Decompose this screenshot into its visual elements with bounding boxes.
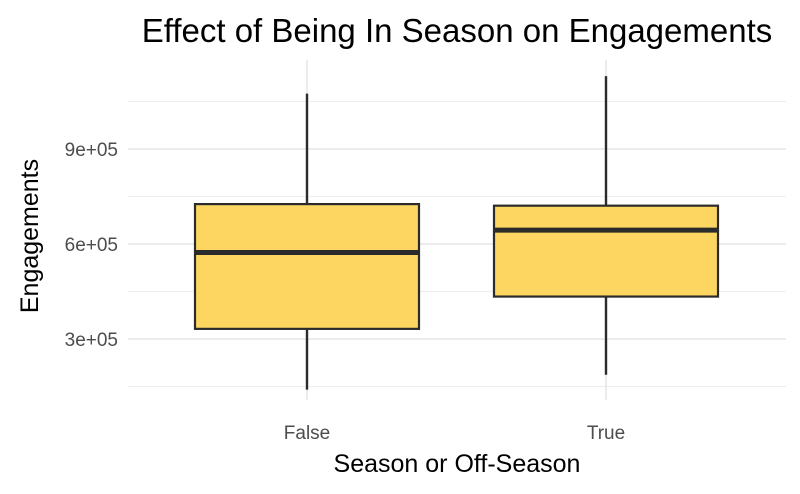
iqr-box [492, 204, 720, 298]
y-tick-label: 3e+05 [65, 330, 118, 351]
x-axis-ticks: False True [284, 423, 625, 444]
chart-title: Effect of Being In Season on Engagements [142, 12, 773, 49]
y-tick-label: 9e+05 [65, 140, 118, 161]
box-false [193, 93, 421, 390]
x-tick-label: False [284, 423, 330, 444]
x-tick-label: True [587, 423, 625, 444]
y-axis-title: Engagements [16, 159, 44, 313]
box-series [193, 76, 720, 390]
y-tick-label: 6e+05 [65, 235, 118, 256]
y-axis-ticks: 3e+05 6e+05 9e+05 [65, 140, 118, 351]
x-axis-title: Season or Off-Season [334, 450, 581, 478]
iqr-box [193, 203, 421, 330]
box-true [492, 76, 720, 375]
